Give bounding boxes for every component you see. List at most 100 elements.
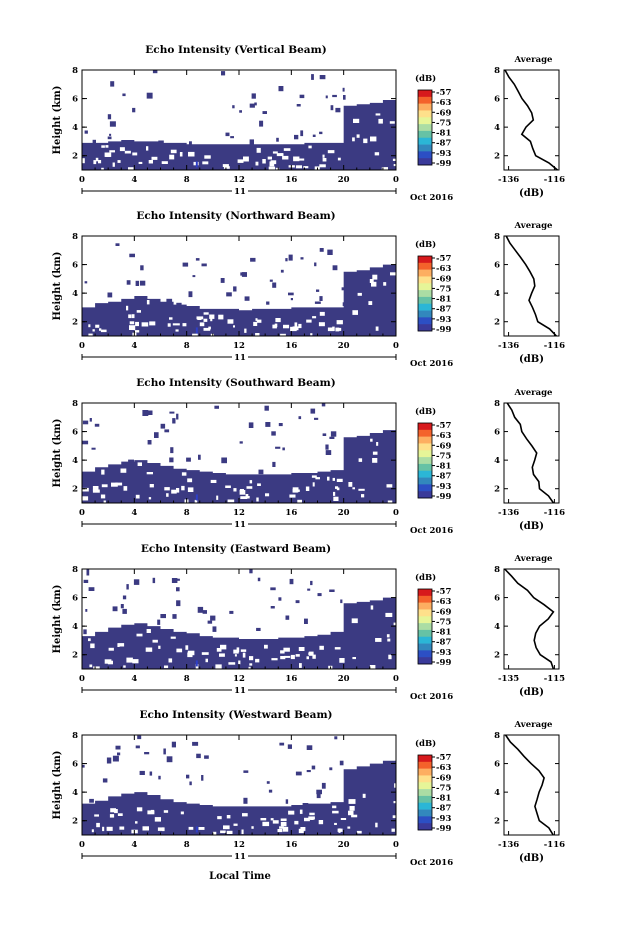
colorbar-swatch: [418, 491, 432, 499]
echo-speck: [120, 604, 124, 609]
echo-speck: [310, 408, 316, 414]
colorbar-swatch: [418, 657, 432, 665]
echo-gap: [297, 499, 302, 504]
echo-gap: [242, 652, 246, 658]
colorbar-swatch: [418, 290, 432, 298]
colorbar-tick-label: -63: [436, 763, 451, 773]
y-tick-label: 2: [72, 817, 78, 827]
echo-speck: [176, 302, 182, 308]
echo-gap: [280, 821, 287, 827]
colorbar-swatch: [418, 144, 432, 152]
day-label: 11: [234, 686, 246, 696]
echo-speck: [270, 587, 276, 591]
echo-gap: [217, 816, 222, 820]
panel-4: [81, 734, 560, 862]
echo-speck: [334, 736, 338, 740]
echo-gap: [378, 118, 383, 124]
echo-gap: [299, 663, 302, 668]
echo-gap: [188, 151, 195, 157]
y-tick-label: 8: [72, 565, 78, 575]
echo-gap: [98, 160, 102, 164]
colorbar-tick-label: -57: [436, 254, 451, 264]
echo-speck: [329, 436, 335, 439]
echo-gap: [244, 328, 247, 333]
echo-speck: [226, 292, 232, 297]
echo-gap: [102, 826, 105, 832]
echo-gap: [352, 137, 355, 142]
colorbar-swatch: [418, 117, 432, 125]
echo-speck: [330, 431, 337, 437]
echo-gap: [246, 486, 253, 489]
echo-gap: [288, 810, 295, 815]
echo-speck: [160, 423, 166, 429]
colorbar-swatch: [418, 276, 432, 284]
x-tick-label: 0: [393, 175, 399, 185]
colorbar-swatch: [418, 96, 432, 104]
echo-gap: [375, 638, 382, 642]
echo-speck: [285, 615, 290, 620]
echo-gap: [146, 300, 150, 305]
echo-speck: [265, 422, 271, 427]
echo-gap: [336, 487, 340, 491]
echo-gap: [198, 827, 205, 830]
echo-gap: [136, 807, 143, 812]
colorbar-tick-label: -75: [436, 451, 451, 461]
colorbar-unit: (dB): [415, 406, 436, 417]
colorbar-swatch: [418, 629, 432, 638]
colorbar-tick-label: -75: [436, 617, 451, 627]
echo-speck: [107, 136, 112, 140]
echo-speck: [239, 110, 242, 113]
profile-xlabel: (dB): [519, 687, 544, 698]
echo-gap: [132, 152, 138, 156]
echo-gap: [220, 644, 227, 650]
echo-gap: [158, 645, 161, 649]
echo-speck: [88, 587, 95, 591]
echo-gap: [255, 658, 260, 663]
echo-gap: [272, 151, 278, 154]
y-axis-label: Height (km): [52, 585, 63, 654]
profile-x-tick-label: -136: [498, 508, 519, 518]
echo-gap: [181, 485, 185, 491]
profile-y-tick-label: 8: [494, 565, 500, 575]
echo-gap: [223, 825, 230, 830]
echo-gap: [103, 500, 106, 503]
colorbar-tick-label: -63: [436, 264, 451, 274]
colorbar-swatch: [418, 103, 432, 111]
profile-frame: [503, 69, 560, 171]
echo-gap: [332, 810, 339, 814]
echo-gap: [348, 482, 353, 487]
echo-gap: [376, 442, 379, 446]
echo-gap: [308, 145, 312, 149]
echo-gap: [234, 654, 237, 657]
date-label: Oct 2016: [410, 193, 453, 203]
echo-gap: [358, 488, 365, 491]
echo-speck: [310, 580, 313, 586]
echo-gap: [161, 161, 168, 164]
echo-gap: [295, 165, 302, 169]
echo-gap: [124, 150, 131, 154]
echo-gap: [315, 477, 320, 480]
echo-gap: [187, 652, 193, 658]
echo-gap: [280, 818, 287, 821]
echo-gap: [142, 826, 149, 831]
echo-gap: [135, 821, 138, 824]
echo-gap: [327, 327, 335, 332]
echo-gap: [318, 322, 325, 327]
profile-x-tick-label: -136: [498, 175, 519, 185]
echo-gap: [249, 480, 253, 484]
echo-gap: [188, 826, 194, 830]
colorbar-tick-label: -57: [436, 88, 451, 98]
day-label-bg: [232, 684, 248, 696]
colorbar-tick-label: -81: [436, 295, 451, 305]
profile-y-tick-label: 4: [494, 123, 500, 133]
day-label: 11: [234, 852, 246, 862]
colorbar-swatch: [418, 816, 432, 824]
echo-gap: [134, 330, 140, 333]
colorbar-tick-label: -93: [436, 648, 451, 658]
y-axis-label: Height (km): [52, 419, 63, 488]
colorbar-tick-label: -87: [436, 804, 451, 814]
echo-speck: [84, 281, 88, 284]
echo-gap: [210, 479, 217, 483]
echo-gap: [249, 656, 254, 661]
echo-gap: [256, 497, 259, 502]
